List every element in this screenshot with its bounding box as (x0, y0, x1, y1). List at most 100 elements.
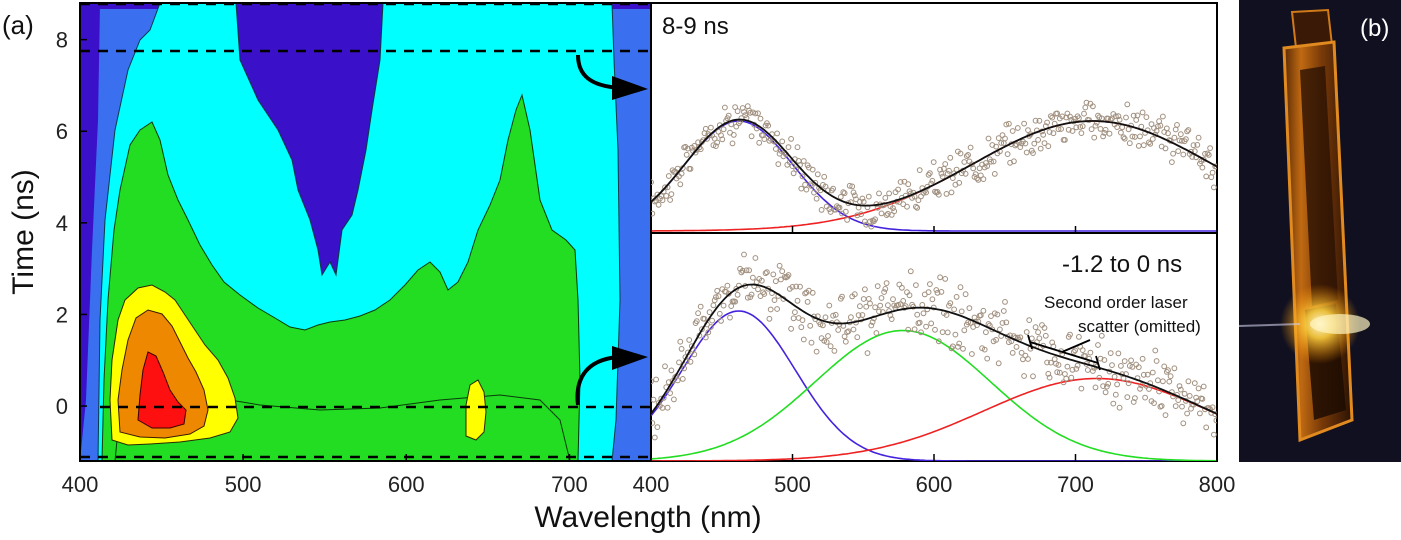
data-point (728, 121, 735, 128)
data-point (1160, 113, 1166, 120)
data-point (929, 177, 936, 184)
data-point (794, 144, 801, 151)
annotation-bracket (1027, 334, 1101, 371)
data-point (1056, 369, 1063, 376)
data-point (881, 289, 887, 295)
data-point (947, 300, 954, 307)
data-point (734, 108, 741, 115)
data-point (1014, 125, 1021, 131)
data-point (705, 329, 712, 336)
data-point (750, 274, 756, 281)
data-point (665, 173, 672, 179)
data-point (878, 295, 885, 301)
data-point (802, 290, 808, 297)
data-point (1002, 299, 1008, 305)
data-point (1152, 347, 1159, 354)
data-point (776, 262, 783, 269)
data-point (1104, 383, 1110, 390)
spectrum-x-tick-label: 400 (633, 472, 670, 497)
data-point (944, 329, 951, 336)
data-point (762, 270, 769, 277)
data-point (761, 291, 768, 297)
data-point (742, 112, 749, 119)
data-point (1176, 383, 1183, 390)
data-point (841, 190, 848, 197)
data-point (999, 320, 1006, 326)
data-point (895, 302, 901, 308)
data-point (1116, 116, 1123, 123)
data-point (995, 360, 1002, 367)
data-point (1023, 149, 1030, 156)
data-point (715, 293, 722, 300)
data-point (813, 195, 820, 202)
data-point (1036, 335, 1043, 342)
data-point (868, 223, 875, 230)
data-point (1067, 331, 1073, 338)
x-axis-label: Wavelength (nm) (534, 501, 761, 534)
data-point (794, 297, 801, 304)
spectrum-axes: 500 600 700 800 400 (633, 226, 1236, 497)
data-point (800, 158, 807, 164)
data-point (839, 293, 845, 300)
data-point (848, 314, 854, 321)
data-point (1144, 371, 1151, 378)
data-point (911, 326, 918, 333)
data-point (983, 329, 989, 336)
data-point (981, 346, 988, 353)
data-point (713, 294, 719, 301)
data-point (1130, 399, 1137, 405)
data-point (969, 351, 975, 357)
data-point (811, 189, 817, 196)
data-point (1195, 134, 1202, 141)
data-point (1025, 127, 1031, 134)
data-point (1155, 123, 1161, 130)
data-point (1074, 362, 1081, 369)
data-point (977, 172, 984, 179)
data-point (984, 355, 991, 362)
heatmap-indigo-left (80, 3, 100, 461)
data-point (859, 195, 866, 202)
data-point (760, 132, 766, 139)
data-point (872, 216, 878, 223)
data-point (1212, 411, 1217, 418)
data-point (734, 291, 741, 298)
data-point (1143, 114, 1150, 120)
data-point (719, 136, 726, 143)
fit-curve (651, 118, 1217, 207)
spectrum-x-tick-label: 800 (1199, 472, 1236, 497)
y-tick-label: 4 (56, 211, 68, 236)
data-point (1202, 150, 1208, 157)
data-point (701, 316, 708, 322)
data-point (920, 310, 927, 317)
data-point (1111, 373, 1118, 380)
data-point (1211, 184, 1217, 191)
data-point (727, 314, 733, 321)
data-point (814, 171, 821, 178)
data-point (904, 203, 910, 210)
data-point (943, 191, 950, 197)
data-point (725, 112, 732, 119)
data-point (1012, 142, 1019, 149)
data-point (1030, 150, 1036, 157)
data-point (823, 339, 830, 345)
data-point (885, 302, 891, 309)
data-point (1171, 134, 1178, 141)
data-point (937, 274, 943, 281)
data-point (676, 359, 682, 366)
data-point (846, 182, 853, 189)
data-point (901, 178, 908, 185)
data-point (1148, 121, 1155, 127)
data-point (876, 308, 882, 315)
data-point (890, 205, 896, 212)
data-point (913, 282, 919, 289)
data-point (677, 181, 684, 188)
data-point (1100, 133, 1106, 140)
data-point (729, 140, 736, 147)
data-point (1100, 383, 1106, 390)
data-point (1078, 130, 1085, 137)
data-point (1011, 158, 1017, 165)
data-point (808, 183, 815, 189)
data-point (744, 294, 751, 301)
data-point (770, 271, 777, 278)
data-point (1002, 135, 1008, 142)
